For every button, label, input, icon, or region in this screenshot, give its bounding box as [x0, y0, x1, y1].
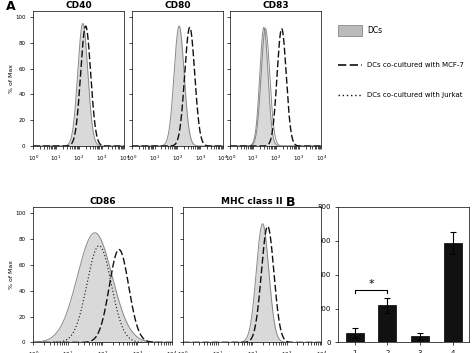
Text: DCs co-cultured with MCF-7: DCs co-cultured with MCF-7: [367, 62, 464, 68]
Text: DCs co-cultured with Jurkat: DCs co-cultured with Jurkat: [367, 91, 463, 97]
Y-axis label: IL-12p40 (pg/ml): IL-12p40 (pg/ml): [308, 246, 314, 304]
Bar: [444, 243, 462, 342]
Text: B: B: [286, 196, 295, 209]
Y-axis label: % of Max: % of Max: [9, 260, 14, 289]
Bar: [346, 333, 364, 342]
Y-axis label: % of Max: % of Max: [9, 64, 14, 93]
Text: A: A: [6, 0, 16, 13]
Text: *: *: [368, 279, 374, 289]
Title: MHC class II: MHC class II: [221, 197, 283, 206]
Title: CD40: CD40: [65, 1, 92, 10]
Text: DCs: DCs: [367, 26, 382, 35]
Bar: [378, 305, 396, 342]
Bar: [338, 25, 362, 36]
Title: CD86: CD86: [89, 197, 116, 206]
Title: CD80: CD80: [164, 1, 191, 10]
Title: CD83: CD83: [263, 1, 289, 10]
Bar: [411, 336, 429, 342]
